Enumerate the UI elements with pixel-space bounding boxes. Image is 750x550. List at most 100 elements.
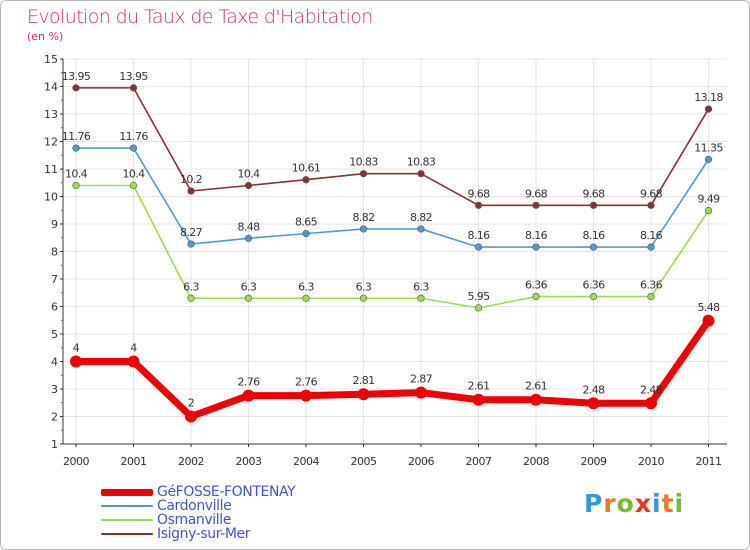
series-line: [75, 147, 710, 248]
series-line: [75, 87, 710, 207]
data-label: 6.3: [183, 280, 199, 293]
data-point: [72, 84, 80, 92]
data-label: 9.68: [525, 187, 548, 200]
data-label: 8.82: [410, 211, 432, 224]
data-label: 5.48: [697, 301, 720, 314]
data-label: 2.76: [295, 376, 318, 389]
data-point: [647, 243, 655, 251]
data-point: [302, 230, 310, 238]
data-point: [187, 294, 195, 302]
data-label: 10.83: [407, 156, 436, 169]
data-point: [127, 355, 140, 368]
y-tick-label: 10: [44, 191, 58, 204]
data-point: [185, 410, 197, 423]
data-point: [244, 234, 253, 242]
data-label: 8.27: [180, 226, 203, 239]
data-point: [704, 206, 713, 215]
series-line: [75, 184, 710, 309]
legend-label: Cardonville: [157, 498, 232, 514]
y-tick-label: 8: [51, 246, 58, 259]
x-tick-label: 2005: [351, 455, 377, 468]
logo-letter: i: [674, 489, 685, 518]
logo-letter: x: [634, 489, 652, 518]
data-label: 6.36: [582, 279, 605, 292]
logo-letter: r: [603, 489, 617, 518]
y-tick-label: 11: [44, 163, 58, 176]
data-point: [704, 105, 713, 113]
data-point: [532, 243, 540, 251]
data-label: 9.68: [582, 187, 605, 200]
legend-swatch: [101, 505, 153, 507]
y-tick-label: 2: [51, 411, 58, 424]
data-point: [359, 170, 368, 178]
data-label: 11.35: [694, 141, 723, 154]
data-label: 4: [130, 342, 137, 355]
x-tick-label: 2008: [523, 455, 549, 468]
data-point: [357, 388, 370, 401]
data-point: [472, 393, 485, 406]
data-label: 8.16: [582, 229, 605, 242]
data-point: [474, 201, 483, 209]
data-point: [72, 181, 80, 190]
data-point: [532, 201, 540, 209]
data-point: [417, 294, 425, 302]
chart-title: Evolution du Taux de Taxe d'Habitation: [27, 6, 373, 28]
legend-label: Osmanville: [157, 512, 231, 528]
legend-swatch: [101, 488, 153, 496]
data-label: 8.65: [295, 216, 318, 229]
y-tick-label: 3: [51, 383, 58, 396]
data-point: [302, 176, 310, 184]
chart-subtitle: (en %): [27, 30, 64, 43]
legend-item: Osmanville: [101, 513, 295, 527]
y-tick-label: 5: [51, 328, 58, 341]
data-point: [589, 293, 598, 301]
data-point: [417, 225, 425, 233]
x-tick-label: 2004: [293, 455, 319, 468]
data-point: [187, 187, 195, 195]
data-label: 13.95: [62, 70, 91, 83]
logo-letter: i: [652, 489, 662, 518]
logo-letter: t: [661, 489, 675, 518]
data-label: 9.68: [467, 187, 490, 200]
legend-item: Cardonville: [101, 499, 295, 513]
data-label: 6.3: [241, 280, 257, 293]
data-point: [359, 294, 368, 302]
data-label: 8.48: [237, 220, 260, 233]
x-tick-label: 2010: [638, 455, 664, 468]
data-point: [589, 243, 598, 251]
legend-swatch: [101, 533, 153, 535]
data-label: 2.48: [582, 383, 605, 396]
legend-label: Isigny-sur-Mer: [157, 526, 251, 542]
data-label: 11.76: [119, 130, 148, 143]
data-point: [300, 389, 312, 402]
data-label: 10.2: [180, 173, 202, 186]
data-label: 10.4: [122, 168, 145, 181]
data-label: 6.3: [356, 280, 372, 293]
data-label: 8.82: [352, 211, 374, 224]
data-point: [532, 293, 540, 301]
data-point: [302, 294, 310, 302]
y-tick-label: 4: [51, 356, 58, 369]
data-point: [645, 397, 657, 410]
data-label: 2.81: [352, 374, 374, 387]
chart-legend: GéFOSSE-FONTENAY Cardonville Osmanville Isi…: [101, 485, 296, 541]
legend-item: GéFOSSE-FONTENAY: [101, 485, 296, 499]
data-point: [417, 170, 425, 178]
x-tick-label: 2007: [466, 455, 492, 468]
data-label: 10.4: [237, 168, 260, 181]
data-point: [244, 294, 253, 302]
legend-item: Isigny-sur-Mer: [101, 527, 295, 541]
data-point: [647, 201, 655, 209]
data-point: [129, 84, 138, 92]
y-tick-label: 15: [44, 53, 58, 66]
y-tick-label: 9: [51, 218, 58, 231]
x-tick-label: 2006: [408, 455, 434, 468]
logo-letter: o: [616, 489, 635, 518]
legend-swatch: [101, 519, 153, 521]
x-tick-label: 2011: [696, 455, 722, 468]
series-line: [72, 317, 712, 420]
data-label: 10.83: [349, 156, 378, 169]
data-label: 6.3: [413, 280, 429, 293]
data-label: 2.76: [237, 376, 260, 389]
